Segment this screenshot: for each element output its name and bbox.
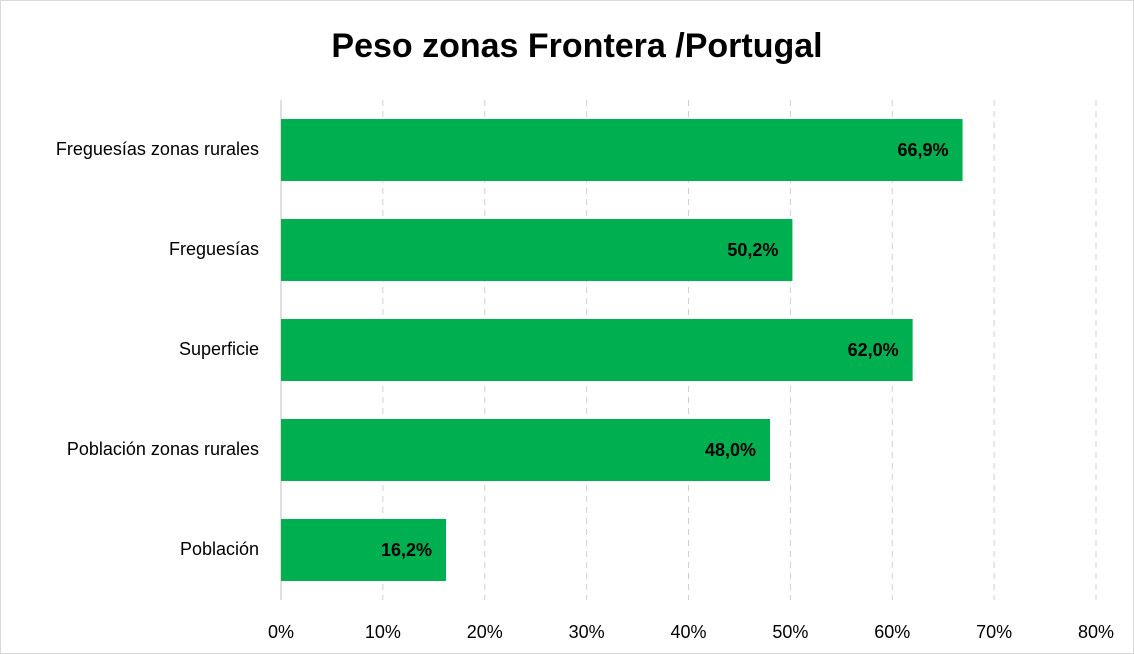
bar [281, 519, 447, 581]
value-label: 50,2% [727, 240, 778, 260]
x-tick-label: 30% [569, 622, 605, 642]
x-tick-label: 20% [467, 622, 503, 642]
x-tick-label: 40% [670, 622, 706, 642]
x-tick-label: 50% [772, 622, 808, 642]
value-label: 62,0% [848, 340, 899, 360]
value-label: 66,9% [897, 140, 948, 160]
bar [281, 219, 793, 281]
x-tick-label: 60% [874, 622, 910, 642]
x-tick-label: 70% [976, 622, 1012, 642]
bar [281, 319, 913, 381]
x-tick-label: 0% [268, 622, 294, 642]
y-tick-label: Freguesías zonas rurales [56, 139, 259, 159]
bar [281, 119, 963, 181]
y-tick-label: Población zonas rurales [67, 439, 259, 459]
x-tick-label: 80% [1078, 622, 1114, 642]
y-tick-label: Superficie [179, 339, 259, 359]
value-label: 16,2% [381, 540, 432, 560]
value-label: 48,0% [705, 440, 756, 460]
x-tick-label: 10% [365, 622, 401, 642]
y-tick-label: Freguesías [169, 239, 259, 259]
chart-title: Peso zonas Frontera /Portugal [331, 27, 822, 65]
bar [281, 419, 770, 481]
y-tick-label: Población [180, 539, 259, 559]
